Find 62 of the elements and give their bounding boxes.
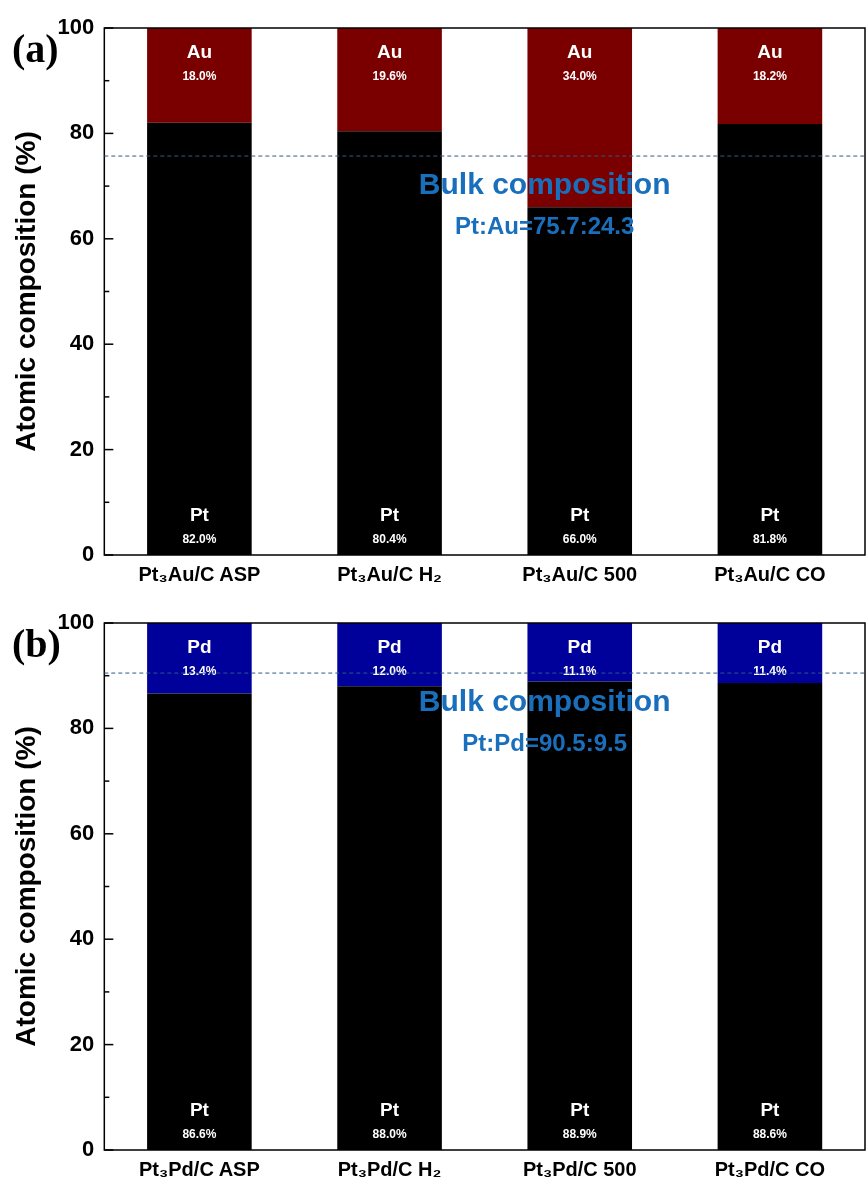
data-label: 34.0% — [562, 69, 598, 83]
y-tick-label: 20 — [69, 1030, 95, 1056]
text: Pt — [570, 1099, 590, 1120]
data-label: 88.6% — [752, 1127, 788, 1141]
text: Pd — [567, 636, 592, 657]
x-tick-label: Pt₃Au/C ASP — [138, 562, 261, 585]
data-label: 81.8% — [752, 532, 788, 546]
bar — [527, 623, 633, 682]
series-label: Pt — [189, 1099, 210, 1120]
text: Pd — [757, 636, 783, 657]
x-tick-label: Pt₃Au/C H₂ — [337, 562, 442, 585]
text: Pt — [760, 1099, 780, 1120]
bar — [717, 28, 823, 124]
y-axis-title: Atomic composition (%) — [9, 131, 41, 452]
series-label: Pd — [187, 636, 212, 657]
data-label: 82.0% — [182, 532, 217, 546]
data-label: 18.2% — [752, 69, 788, 83]
data-label: 18.0% — [182, 69, 217, 83]
bar — [147, 623, 252, 694]
data-label: 11.1% — [563, 664, 597, 678]
data-label: 13.4% — [182, 664, 217, 678]
data-label: 12.0% — [372, 664, 407, 678]
y-tick-label: 100 — [57, 609, 95, 635]
y-tick-label: 40 — [69, 330, 95, 356]
y-tick-label: 60 — [69, 224, 95, 250]
data-label: 88.9% — [562, 1127, 598, 1141]
text: Pt — [570, 504, 590, 525]
data-label: 88.0% — [372, 1127, 407, 1141]
text: Pd — [377, 636, 402, 657]
y-tick-label: 100 — [57, 14, 95, 40]
bar — [147, 28, 252, 123]
y-tick-label: 80 — [69, 714, 95, 740]
data-label: 11.4% — [753, 664, 787, 678]
y-tick-label: 0 — [82, 541, 95, 567]
data-label: 86.6% — [182, 1127, 217, 1141]
y-tick-label: 20 — [69, 435, 95, 461]
x-tick-label: Pt₃Au/C CO — [714, 562, 826, 585]
x-tick-label: Pt₃Pd/C CO — [714, 1157, 826, 1180]
bar — [337, 28, 442, 132]
x-tick-label: Pt₃Au/C 500 — [522, 562, 638, 585]
data-label: 19.6% — [372, 69, 407, 83]
y-tick-label: 80 — [69, 119, 95, 145]
data-label: 66.0% — [562, 532, 598, 546]
text: Pt — [760, 504, 780, 525]
bar — [717, 623, 823, 684]
text: Au — [567, 41, 593, 62]
x-tick-label: Pt₃Pd/C H₂ — [337, 1157, 442, 1180]
text: Pt — [380, 504, 400, 525]
text: Au — [757, 41, 783, 62]
y-tick-label: 0 — [82, 1136, 95, 1162]
chart-title: (a) — [12, 26, 59, 71]
text: Pt — [380, 1099, 400, 1120]
y-tick-label: 40 — [69, 925, 95, 951]
x-tick-label: Pt₃Pd/C ASP — [139, 1157, 260, 1180]
y-tick-label: 60 — [69, 819, 95, 845]
data-label: 80.4% — [372, 532, 407, 546]
series-label: Pt — [189, 504, 210, 525]
text: Au — [376, 41, 403, 62]
bar — [337, 623, 442, 687]
y-axis-title: Atomic composition (%) — [9, 726, 41, 1047]
series-label: Au — [186, 41, 213, 62]
x-tick-label: Pt₃Pd/C 500 — [522, 1157, 637, 1180]
